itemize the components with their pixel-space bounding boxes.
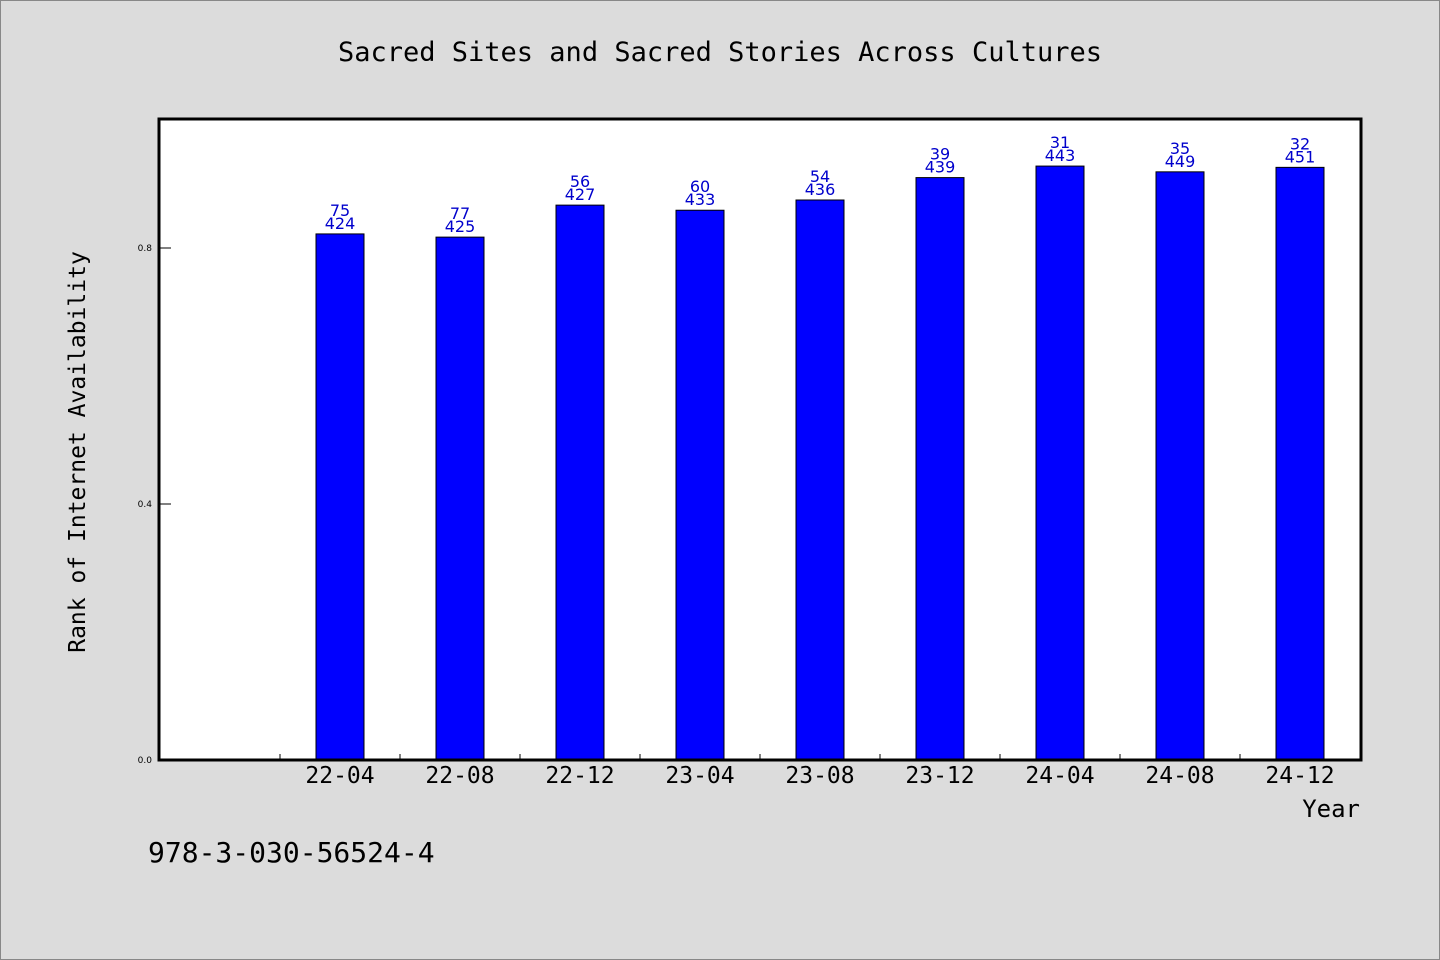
y-axis: 0.0 0.4 0.8 bbox=[138, 244, 171, 766]
x-axis: 22-04 22-08 22-12 23-04 23-08 23-12 24-04 24-08… bbox=[279, 754, 1361, 789]
bar-label-top: 32 bbox=[1290, 134, 1310, 153]
bars-layer bbox=[315, 165, 1325, 761]
x-tick-label: 23-08 bbox=[785, 763, 854, 789]
x-tick-label: 22-04 bbox=[305, 763, 374, 789]
bar-label-bottom: 425 bbox=[445, 217, 476, 236]
bar-label-top: 54 bbox=[810, 167, 830, 186]
bar-label-top: 77 bbox=[450, 204, 470, 223]
bar-label-bottom: 443 bbox=[1045, 146, 1076, 165]
bar-label-top: 39 bbox=[930, 145, 950, 164]
bar-24-12 bbox=[1275, 166, 1325, 761]
bar-label-bottom: 427 bbox=[565, 185, 596, 204]
bar-label-bottom: 451 bbox=[1285, 147, 1316, 166]
bar-24-08 bbox=[1155, 171, 1205, 761]
bar-label-bottom: 449 bbox=[1165, 152, 1196, 171]
bar-24-04 bbox=[1035, 165, 1085, 761]
x-tick-label: 24-08 bbox=[1145, 763, 1214, 789]
footer-code: 978-3-030-56524-4 bbox=[148, 836, 435, 869]
x-axis-label: Year bbox=[1302, 795, 1360, 823]
bar-23-08 bbox=[795, 199, 845, 761]
bar-label-top: 75 bbox=[330, 201, 350, 220]
bar-22-12 bbox=[555, 204, 605, 761]
bar-label-top: 60 bbox=[690, 177, 710, 196]
y-tick-label: 0.8 bbox=[138, 244, 153, 254]
bar-label-top: 56 bbox=[570, 172, 590, 191]
bar-23-12 bbox=[915, 177, 965, 761]
chart-title: Sacred Sites and Sacred Stories Across C… bbox=[338, 37, 1102, 68]
x-tick-label: 23-04 bbox=[665, 763, 734, 789]
y-tick-label: 0.4 bbox=[138, 500, 153, 510]
bar-label-top: 31 bbox=[1050, 133, 1070, 152]
bar-22-04 bbox=[315, 233, 365, 761]
bar-23-04 bbox=[675, 209, 725, 761]
x-tick-label: 24-04 bbox=[1025, 763, 1094, 789]
x-tick-label: 23-12 bbox=[905, 763, 974, 789]
x-tick-label: 22-08 bbox=[425, 763, 494, 789]
x-tick-label: 22-12 bbox=[545, 763, 614, 789]
y-tick-label: 0.0 bbox=[138, 756, 153, 766]
bar-22-08 bbox=[435, 236, 485, 761]
bar-label-bottom: 436 bbox=[805, 180, 836, 199]
bar-label-top: 35 bbox=[1170, 139, 1190, 158]
y-axis-label: Rank of Internet Availability bbox=[65, 251, 91, 653]
bar-label-bottom: 424 bbox=[325, 214, 356, 233]
bar-label-bottom: 433 bbox=[685, 190, 716, 209]
bar-label-bottom: 439 bbox=[925, 158, 956, 177]
x-tick-label: 24-12 bbox=[1265, 763, 1334, 789]
